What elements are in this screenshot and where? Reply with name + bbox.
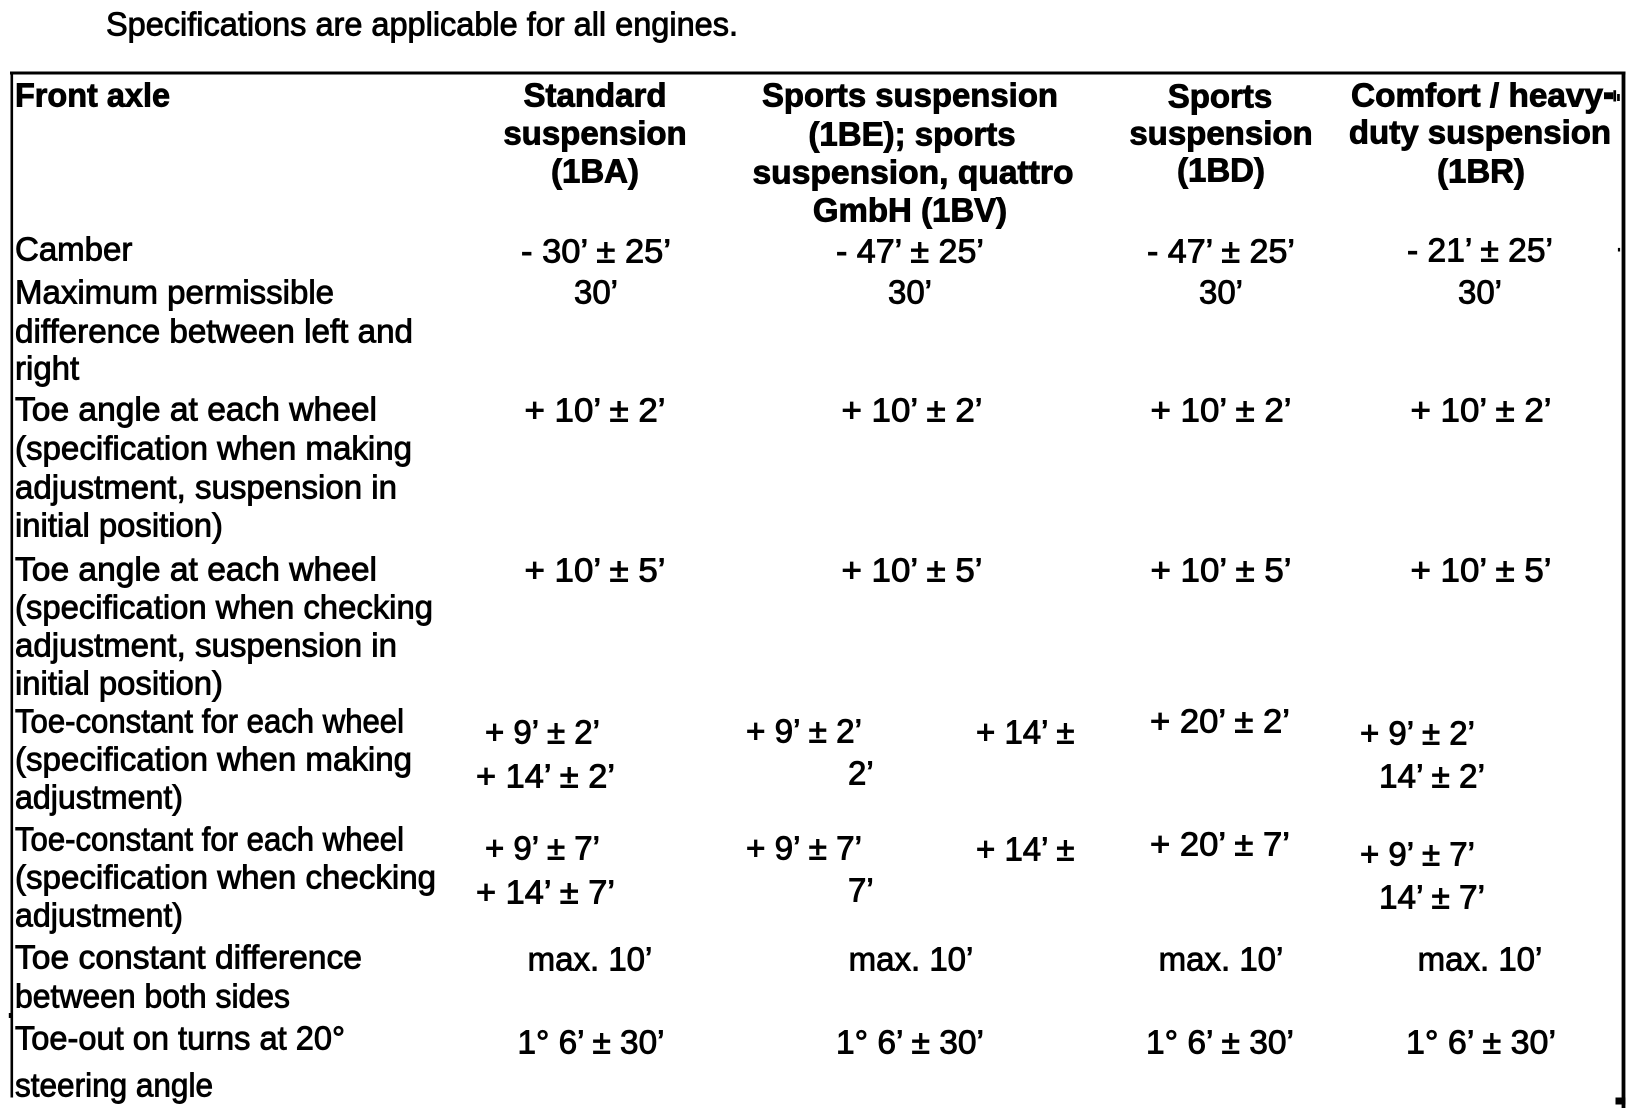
svg-text:+ 9’ ± 2’: + 9’ ± 2’ [1360, 715, 1475, 752]
svg-text:suspension: suspension [1129, 115, 1312, 152]
svg-text:+ 10’ ± 5’: + 10’ ± 5’ [1151, 552, 1292, 589]
svg-text:+ 10’ ± 2’: + 10’ ± 2’ [1151, 392, 1292, 429]
svg-text:Toe angle at each wheel: Toe angle at each wheel [15, 551, 377, 588]
svg-text:7’: 7’ [848, 872, 874, 909]
svg-text:+ 14’ ±: + 14’ ± [976, 831, 1075, 868]
svg-text:- 30’ ± 25’: - 30’ ± 25’ [521, 233, 671, 270]
svg-text:+ 14’ ± 7’: + 14’ ± 7’ [476, 874, 615, 911]
svg-text:suspension: suspension [503, 115, 686, 152]
svg-text:between both sides: between both sides [15, 978, 290, 1015]
svg-text:Toe constant difference: Toe constant difference [15, 939, 362, 976]
svg-text:14’ ± 7’: 14’ ± 7’ [1379, 879, 1485, 916]
svg-text:Specifications are applicable: Specifications are applicable for all en… [106, 6, 738, 43]
svg-text:adjustment, suspension in: adjustment, suspension in [15, 469, 397, 506]
svg-text:+ 10’ ± 2’: + 10’ ± 2’ [842, 392, 983, 429]
svg-text:max. 10’: max. 10’ [849, 941, 974, 978]
svg-text:1° 6’ ± 30’: 1° 6’ ± 30’ [836, 1024, 984, 1061]
svg-text:(1BA): (1BA) [551, 153, 639, 190]
svg-text:1° 6’ ± 30’: 1° 6’ ± 30’ [1406, 1024, 1556, 1061]
svg-text:Comfort / heavy: Comfort / heavy [1351, 77, 1604, 114]
svg-text:Maximum permissible: Maximum permissible [15, 274, 334, 311]
svg-text:GmbH (1BV): GmbH (1BV) [813, 192, 1007, 229]
svg-text:(specification when making: (specification when making [15, 741, 412, 778]
svg-text:max. 10’: max. 10’ [528, 941, 653, 978]
svg-text:suspension, quattro: suspension, quattro [753, 154, 1074, 191]
svg-text:+ 10’ ± 5’: + 10’ ± 5’ [1411, 552, 1552, 589]
svg-text:Toe-constant for each wheel: Toe-constant for each wheel [15, 703, 404, 740]
svg-text:(1BE); sports: (1BE); sports [808, 116, 1015, 153]
svg-text:(1BD): (1BD) [1177, 152, 1265, 189]
svg-text:max. 10’: max. 10’ [1159, 941, 1284, 978]
svg-text:(specification when checking: (specification when checking [15, 859, 436, 896]
svg-text:+ 9’ ± 7’: + 9’ ± 7’ [485, 830, 600, 867]
svg-text:Camber: Camber [15, 231, 132, 268]
svg-text:14’ ± 2’: 14’ ± 2’ [1379, 758, 1485, 795]
svg-text:- 21’ ± 25’: - 21’ ± 25’ [1407, 232, 1553, 269]
svg-text:+ 20’ ± 2’: + 20’ ± 2’ [1150, 703, 1290, 740]
svg-text:Standard: Standard [523, 77, 666, 114]
svg-text:+ 20’ ± 7’: + 20’ ± 7’ [1150, 826, 1290, 863]
svg-text:adjustment): adjustment) [15, 897, 183, 934]
svg-text:+ 14’ ±: + 14’ ± [976, 714, 1075, 751]
svg-text:+ 10’ ± 2’: + 10’ ± 2’ [525, 392, 666, 429]
svg-text:30’: 30’ [1199, 274, 1243, 311]
svg-text:30’: 30’ [1458, 274, 1502, 311]
svg-text:Front axle: Front axle [15, 77, 170, 114]
svg-text:1° 6’ ± 30’: 1° 6’ ± 30’ [1146, 1024, 1294, 1061]
svg-text:initial position): initial position) [15, 665, 223, 702]
svg-text:(specification when making: (specification when making [15, 430, 412, 467]
svg-text:+ 9’ ± 2’: + 9’ ± 2’ [485, 714, 600, 751]
svg-text:+ 9’ ± 2’: + 9’ ± 2’ [746, 713, 862, 750]
svg-text:+ 9’ ± 7’: + 9’ ± 7’ [746, 830, 862, 867]
svg-text:- 47’ ± 25’: - 47’ ± 25’ [1147, 233, 1295, 270]
svg-text:30’: 30’ [574, 274, 618, 311]
svg-text:Toe angle at each wheel: Toe angle at each wheel [15, 391, 377, 428]
svg-text:Sports: Sports [1168, 78, 1273, 115]
svg-text:initial position): initial position) [15, 507, 223, 544]
svg-text:max. 10’: max. 10’ [1418, 941, 1543, 978]
svg-text:adjustment, suspension in: adjustment, suspension in [15, 627, 397, 664]
svg-text:difference between left and: difference between left and [15, 313, 413, 350]
svg-text:(specification when checking: (specification when checking [15, 589, 433, 626]
svg-text:1° 6’ ± 30’: 1° 6’ ± 30’ [518, 1024, 665, 1061]
svg-text:+ 9’ ± 7’: + 9’ ± 7’ [1360, 836, 1475, 873]
svg-text:2’: 2’ [848, 755, 874, 792]
svg-text:30’: 30’ [888, 274, 932, 311]
svg-text:Toe-constant for each wheel: Toe-constant for each wheel [15, 821, 404, 858]
svg-text:right: right [15, 350, 79, 387]
svg-text:Sports suspension: Sports suspension [762, 77, 1058, 114]
svg-text:adjustment): adjustment) [15, 779, 183, 816]
svg-text:steering angle: steering angle [15, 1067, 213, 1104]
svg-text:- 47’ ± 25’: - 47’ ± 25’ [836, 233, 984, 270]
svg-text:+ 10’ ± 2’: + 10’ ± 2’ [1411, 392, 1552, 429]
svg-text:+ 10’ ± 5’: + 10’ ± 5’ [842, 552, 983, 589]
svg-text:(1BR): (1BR) [1437, 153, 1525, 190]
svg-text:+ 14’ ± 2’: + 14’ ± 2’ [476, 758, 615, 795]
svg-text:Toe-out on turns at 20°: Toe-out on turns at 20° [15, 1020, 345, 1057]
svg-text:duty suspension: duty suspension [1349, 114, 1611, 151]
svg-text:+ 10’ ± 5’: + 10’ ± 5’ [525, 552, 666, 589]
